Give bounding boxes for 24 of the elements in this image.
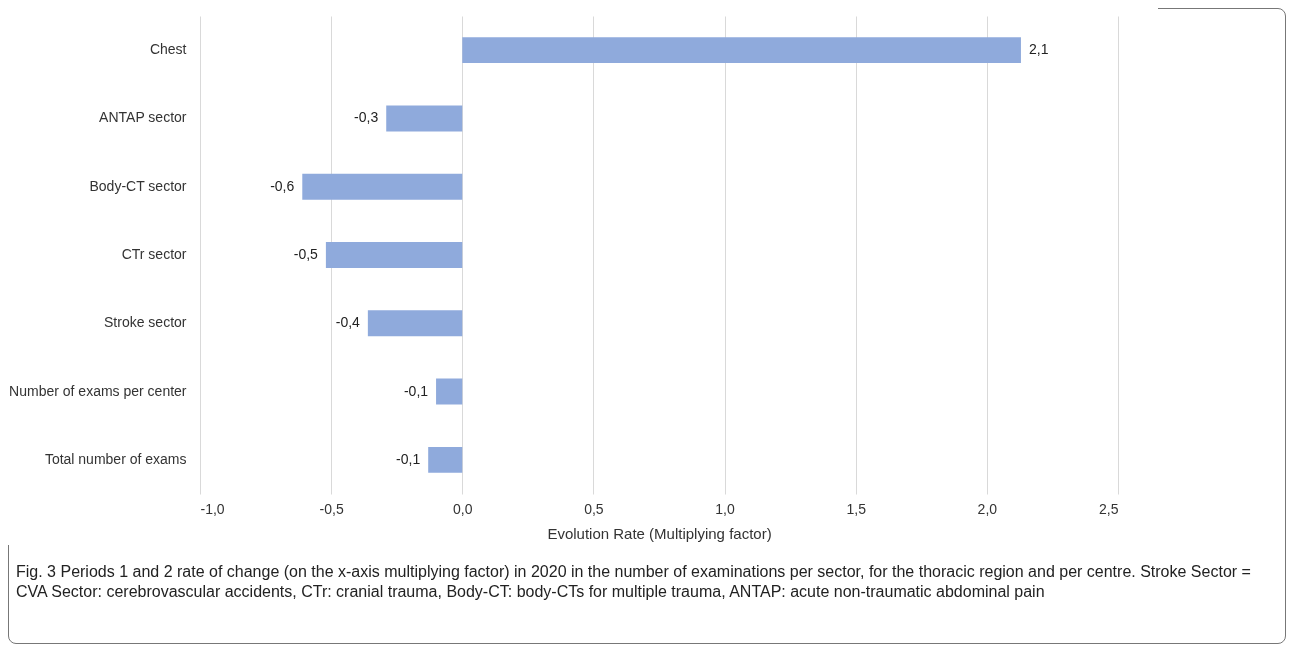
y-tick-label: Number of exams per center — [9, 382, 187, 399]
y-tick-label: ANTAP sector — [99, 109, 187, 126]
data-label: -0,6 — [270, 177, 295, 194]
x-tick-label: 0,0 — [453, 500, 473, 517]
caption: Fig. 3 Periods 1 and 2 rate of change (on the x-axis multiplying factor) in 2020 in the number of examinations per sector, for the thoracic region and per centre. Stroke Sector = CVA Sector: cerebrovascular accidents, CTr: cranial trauma, Body-CT: body-CTs for multiple trauma, ANTAP: acute non-traumatic abdominal pain — [16, 562, 1252, 602]
y-tick-label: Total number of exams — [44, 450, 187, 467]
data-label: -0,1 — [396, 450, 421, 467]
data-label: -0,4 — [335, 314, 361, 331]
data-label: 2,1 — [1028, 41, 1049, 58]
x-tick-label: 2,0 — [977, 500, 998, 517]
x-tick-label: 1,5 — [846, 500, 867, 517]
x-tick-label: -1,0 — [200, 500, 225, 517]
y-tick-label: Chest — [149, 41, 187, 58]
data-label: -0,3 — [354, 109, 379, 126]
data-label: -0,1 — [403, 382, 429, 399]
x-tick-label: 2,5 — [1099, 500, 1119, 517]
x-tick-label: 0,5 — [584, 500, 604, 517]
x-axis-title: Evolution Rate (Multiplying factor) — [547, 524, 772, 542]
y-tick-label: Body-CT sector — [89, 177, 187, 194]
x-tick-label: -0,5 — [319, 500, 344, 517]
x-tick-label: 1,0 — [715, 500, 736, 517]
data-label: -0,5 — [293, 246, 319, 262]
y-tick-label: Stroke sector — [104, 314, 187, 331]
y-tick-label: CTr sector — [121, 246, 187, 262]
